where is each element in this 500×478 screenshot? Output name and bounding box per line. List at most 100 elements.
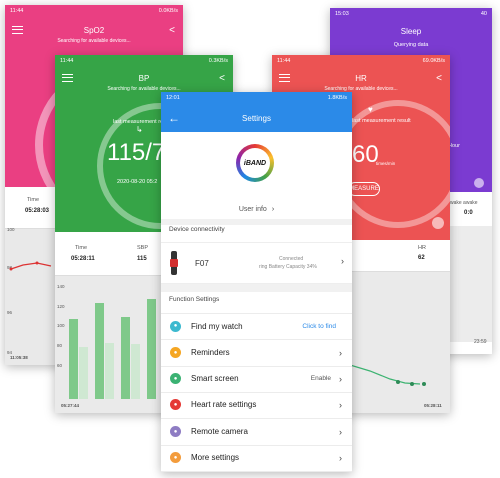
device-battery: ring Battery Capacity 34%: [259, 264, 317, 270]
chevron-right-icon: ›: [271, 206, 275, 213]
share-icon[interactable]: <: [436, 72, 442, 84]
measure-button[interactable]: MEASURE: [348, 182, 380, 196]
heart-rate-settings-row[interactable]: ● Heart rate settings ›: [161, 392, 352, 419]
page-title: BP: [138, 73, 150, 83]
bar-systolic: [69, 319, 78, 399]
smart-screen-row[interactable]: ● Smart screen Enable ›: [161, 366, 352, 393]
user-info-link[interactable]: User info ›: [161, 206, 352, 213]
brand-logo: iBAND: [236, 144, 274, 182]
status-net: 0.0KB/s: [158, 7, 178, 14]
device-name: F07: [195, 259, 209, 268]
share-icon[interactable]: <: [219, 72, 225, 84]
row-value: Enable: [310, 375, 331, 383]
row-label: Reminders: [191, 348, 230, 358]
more-icon: ●: [170, 452, 181, 464]
time-value: 05:28:03: [25, 208, 50, 214]
bar-systolic: [95, 303, 104, 399]
bar-diastolic: [131, 344, 140, 399]
row-label: Remote camera: [191, 427, 248, 437]
status-net: 69.0KB/s: [422, 57, 445, 64]
menu-icon[interactable]: [62, 74, 73, 82]
bell-icon: ●: [170, 347, 181, 359]
device-status: Connected: [279, 256, 304, 262]
status-time: 11:44: [60, 57, 74, 64]
axis-tick: 100: [7, 227, 15, 232]
menu-icon[interactable]: [12, 26, 23, 34]
bar-diastolic: [79, 347, 88, 399]
last-label: last measurement result: [113, 119, 172, 125]
row-label: Smart screen: [191, 374, 239, 384]
axis-tick: 96: [7, 310, 13, 315]
user-info-label: User info: [238, 206, 267, 213]
section-header: Function Settings: [169, 296, 220, 303]
search-status: Searching for available devices...: [324, 86, 398, 92]
axis-tick: 100: [57, 323, 65, 328]
hr-label: HR: [418, 245, 426, 251]
chevron-right-icon: ›: [339, 452, 342, 463]
status-net: 0.3KB/s: [208, 57, 228, 64]
stats-icon[interactable]: [474, 178, 484, 188]
axis-tick: 80: [57, 343, 63, 348]
section-header: Device connectivity: [169, 226, 225, 233]
sbp-value: 115: [137, 256, 147, 262]
time-label: Time: [75, 245, 88, 251]
row-label: Find my watch: [191, 321, 243, 331]
hr-unit: times/min: [376, 161, 396, 166]
search-icon: ●: [170, 320, 181, 332]
chevron-right-icon: ›: [339, 347, 342, 358]
camera-icon: ●: [170, 426, 181, 438]
axis-tick: 60: [57, 363, 63, 368]
awake-label: wake awake: [450, 200, 478, 206]
watch-icon: [170, 251, 178, 275]
remote-camera-row[interactable]: ● Remote camera ›: [161, 419, 352, 446]
axis-tick: 94: [7, 350, 13, 355]
timestamp: 2020-08-20 05:2: [117, 179, 158, 185]
query-status: Querying data: [393, 42, 429, 48]
bp-icon: ↳: [136, 125, 143, 134]
device-card[interactable]: F07 Connected ring Battery Capacity 34% …: [161, 242, 352, 284]
stats-icon[interactable]: [432, 217, 444, 229]
back-icon[interactable]: ←: [168, 111, 180, 125]
share-icon[interactable]: <: [169, 24, 175, 36]
bar-diastolic: [105, 343, 114, 399]
bp-bars: [67, 285, 233, 399]
find-action[interactable]: Click to find: [302, 322, 336, 330]
chevron-right-icon: ›: [339, 373, 342, 384]
sbp-label: SBP: [137, 245, 149, 251]
start-time: 05:27:44: [61, 403, 80, 408]
start-time: 11:05:38: [10, 355, 28, 360]
heart-icon: ♥: [368, 105, 373, 114]
bar-systolic: [147, 299, 156, 399]
status-time: 15:03: [335, 10, 349, 17]
status-net: 1.8KB/s: [327, 95, 347, 101]
page-title: SpO2: [83, 25, 105, 35]
chevron-right-icon: ›: [341, 256, 344, 266]
measure-label: MEASURE: [349, 186, 379, 192]
menu-icon[interactable]: [279, 74, 290, 82]
logo-text: iBAND: [240, 148, 270, 178]
axis-tick: 140: [57, 284, 65, 289]
end-time: 05:28:11: [424, 403, 442, 408]
hr-value: 60: [352, 141, 379, 168]
heart-icon: ●: [170, 399, 181, 411]
hour-label: Hour: [448, 143, 460, 149]
axis-tick: 120: [57, 304, 65, 309]
time-value: 05:28:11: [71, 256, 95, 262]
chevron-right-icon: ›: [339, 426, 342, 437]
hr-trend-line: [350, 364, 426, 386]
status-time: 11:44: [10, 7, 24, 14]
reminders-row[interactable]: ● Reminders ›: [161, 340, 352, 367]
more-settings-row[interactable]: ● More settings ›: [161, 445, 352, 472]
page-title: Sleep: [400, 26, 422, 36]
last-label: last measurement result: [352, 118, 411, 124]
row-label: More settings: [191, 453, 240, 463]
battery-level: 40: [480, 10, 487, 17]
settings-screen: 12:01 1.8KB/s ← Settings iBAND User info › …: [161, 92, 352, 472]
row-label: Heart rate settings: [191, 400, 257, 410]
awake-value: 0:0: [464, 210, 473, 216]
spo2-trend-line: [9, 261, 52, 271]
hr-reading: 62: [418, 255, 425, 261]
find-watch-row[interactable]: ● Find my watch Click to find: [161, 313, 352, 340]
end-time: 23:59: [474, 339, 487, 345]
bar-systolic: [121, 317, 130, 399]
